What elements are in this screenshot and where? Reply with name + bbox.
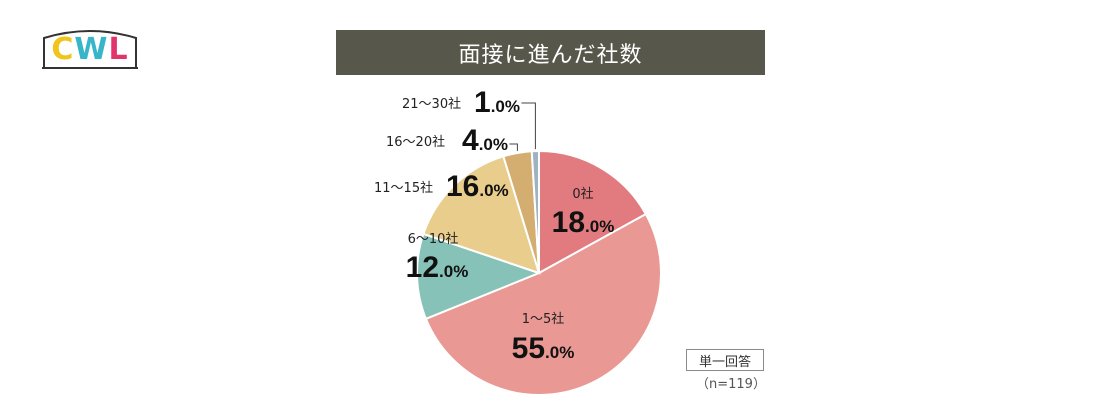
leader-line	[509, 143, 518, 151]
logo-letter-l: L	[108, 32, 129, 67]
answer-type-label: 単一回答	[686, 349, 764, 371]
value-decimal: .0%	[479, 181, 508, 200]
value-label: 4.0%	[462, 124, 508, 157]
pie-slice	[538, 149, 648, 275]
pie-slice	[424, 212, 662, 396]
logo: CWL	[42, 28, 138, 70]
category-label: 1～5社	[522, 311, 565, 327]
value-label: 12.0%	[406, 251, 469, 284]
chart-title: 面接に進んだ社数	[336, 30, 765, 75]
value-label: 55.0%	[512, 332, 575, 365]
value-decimal: .0%	[491, 97, 520, 116]
category-label: 21～30社	[402, 96, 461, 112]
category-label: 16～20社	[386, 134, 445, 150]
category-label: 11～15社	[374, 180, 433, 196]
value-decimal: .0%	[545, 343, 574, 362]
category-label: 6～10社	[408, 231, 459, 247]
sample-size-label: （n=119）	[696, 377, 766, 392]
value-integer: 1	[474, 86, 491, 119]
pie-slice	[530, 149, 540, 274]
value-label: 16.0%	[446, 170, 509, 203]
value-label: 18.0%	[552, 206, 615, 239]
value-decimal: .0%	[439, 262, 468, 281]
pie-slice	[416, 232, 542, 321]
value-label: 1.0%	[474, 86, 520, 119]
logo-text: CWL	[42, 28, 138, 70]
logo-letter-c: C	[51, 32, 75, 67]
pie-slice	[422, 155, 541, 275]
value-decimal: .0%	[585, 217, 614, 236]
logo-letter-w: W	[74, 32, 109, 67]
logo-frame-icon	[42, 30, 138, 69]
value-integer: 12	[406, 251, 439, 284]
category-label: 0社	[572, 186, 593, 202]
value-decimal: .0%	[479, 135, 508, 154]
value-integer: 55	[512, 332, 545, 365]
value-integer: 4	[462, 124, 479, 157]
leader-line	[521, 102, 536, 150]
value-integer: 16	[446, 170, 479, 203]
value-integer: 18	[552, 206, 585, 239]
